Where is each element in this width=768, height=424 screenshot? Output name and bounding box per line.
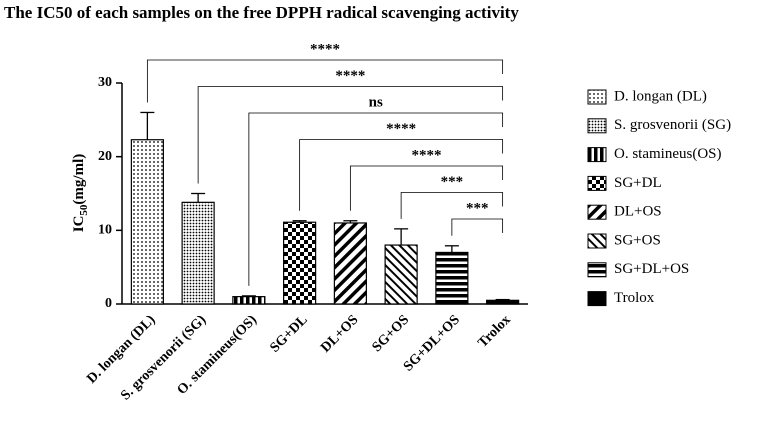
error-bar — [394, 228, 409, 246]
significance-bracket — [299, 139, 504, 211]
bar — [283, 221, 317, 305]
chart-title: The IC50 of each samples on the free DPP… — [4, 3, 519, 22]
legend-swatch — [587, 89, 607, 105]
error-bar — [292, 220, 307, 223]
legend-swatch — [587, 291, 607, 307]
bar — [333, 222, 367, 305]
bar — [232, 296, 266, 305]
significance-label: **** — [386, 121, 416, 137]
x-tick-label: S. grosvenorii (SG) — [118, 312, 209, 403]
legend-label: SG+DL+OS — [614, 261, 689, 277]
y-label-main: IC — [71, 216, 87, 233]
bar — [435, 251, 469, 305]
y-tick-label: 30 — [98, 75, 112, 90]
y-tick-label: 0 — [105, 296, 112, 311]
significance-label: **** — [412, 147, 442, 163]
significance-bracket — [400, 192, 504, 219]
error-bar — [191, 192, 206, 203]
significance-label: *** — [441, 174, 464, 190]
significance-bracket — [197, 86, 504, 184]
legend-swatch — [587, 204, 607, 220]
x-tick-label: Trolox — [475, 312, 513, 350]
error-bar — [495, 298, 510, 301]
y-tick-label: 20 — [98, 149, 112, 164]
legend-swatch — [587, 118, 607, 134]
bar — [130, 139, 164, 305]
bar — [181, 201, 215, 305]
error-bar — [140, 111, 155, 140]
legend-swatch — [587, 175, 607, 191]
error-bar — [444, 245, 459, 253]
legend-label: DL+OS — [614, 204, 662, 220]
y-label-unit: (mg/ml) — [71, 154, 87, 205]
y-axis-label: IC50(mg/ml) — [71, 154, 89, 233]
legend-label: D. longan (DL) — [614, 88, 707, 104]
error-bar — [343, 220, 358, 223]
legend-label: Trolox — [614, 290, 655, 306]
x-tick-label: DL+OS — [318, 312, 361, 355]
significance-bracket — [451, 218, 504, 236]
bar — [384, 244, 418, 305]
legend-swatch — [587, 147, 607, 163]
y-label-sub: 50 — [78, 204, 90, 216]
y-tick-label: 10 — [98, 223, 112, 238]
legend-label: S. grosvenorii (SG) — [614, 117, 731, 133]
bar — [486, 299, 520, 305]
legend-label: SG+DL — [614, 175, 662, 191]
significance-label: *** — [466, 200, 489, 216]
significance-bracket — [146, 59, 504, 103]
legend-swatch — [587, 262, 607, 278]
significance-label: **** — [310, 41, 340, 57]
error-bar — [241, 295, 256, 297]
significance-label: ns — [369, 94, 383, 110]
significance-bracket — [248, 112, 504, 286]
legend-label: SG+OS — [614, 232, 661, 248]
x-tick-label: SG+DL — [268, 312, 311, 355]
significance-bracket — [349, 165, 504, 211]
legend-label: O. stamineus(OS) — [614, 146, 722, 162]
legend-swatch — [587, 233, 607, 249]
significance-label: **** — [335, 68, 365, 84]
x-tick-label: SG+OS — [370, 312, 413, 355]
